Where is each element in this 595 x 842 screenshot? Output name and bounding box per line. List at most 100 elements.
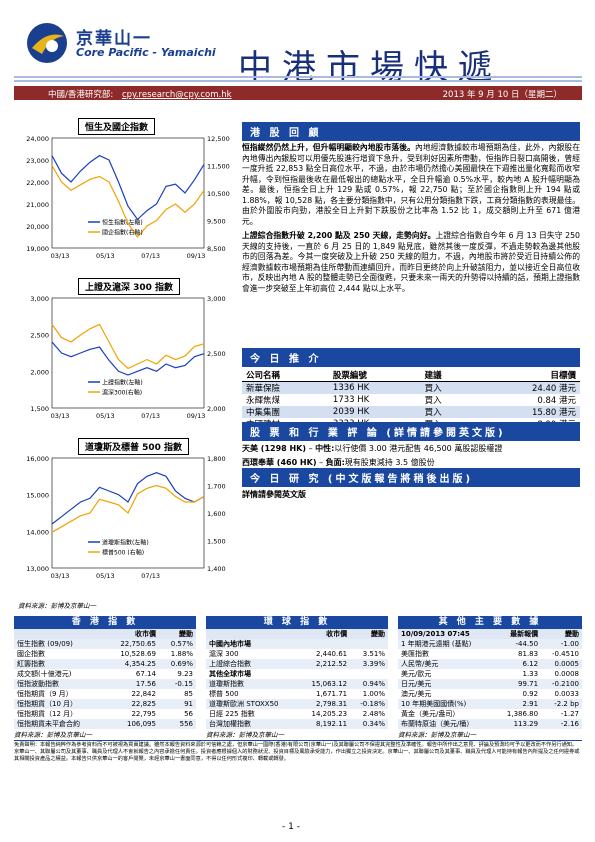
world-index-panel: 環 球 指 數 收市價 變動 中國內地市場 滬深 300 2,440.61 3.51% 上證… bbox=[206, 616, 388, 739]
y-left-tick-label: 2,000 bbox=[30, 368, 49, 376]
table-title: 其 他 主 要 數 據 bbox=[398, 616, 582, 629]
cell-value: -0.18% bbox=[350, 699, 388, 709]
y-right-tick-label: 2,500 bbox=[207, 350, 226, 358]
dji-sp500-chart: 16,000 15,000 14,000 13,000 1,800 1,700 1,600 1… bbox=[26, 455, 226, 580]
cell-value bbox=[350, 669, 388, 679]
rating: 買入 bbox=[420, 381, 473, 394]
table-row: 10 年期美國國債(%) 2.91 -2.2 bp bbox=[398, 699, 582, 709]
rating: 買入 bbox=[420, 394, 473, 406]
row-label: 黃金（美元/盎司） bbox=[401, 710, 460, 718]
y-right-tick-label: 3,000 bbox=[207, 295, 226, 303]
company-name: 新華保險 bbox=[242, 381, 329, 394]
cell-value: 56 bbox=[184, 710, 193, 718]
x-tick-label: 05/13 bbox=[96, 252, 115, 260]
cell-value bbox=[350, 639, 388, 649]
chart-panel-3: 道瓊斯及標普 500 指數 16,000 15,000 14,000 13,000 1,… bbox=[18, 438, 238, 588]
rating-text: 以行使價 3.00 港元配售 46,500 萬股認股權證 bbox=[334, 444, 503, 453]
legend-label: 國企指數(右軸) bbox=[102, 229, 143, 237]
y-right-tick-label: 1,600 bbox=[207, 510, 226, 518]
x-tick-label: 07/13 bbox=[141, 252, 160, 260]
row-label: 成交額(十億港元) bbox=[17, 670, 72, 678]
cell-value: -1.27 bbox=[560, 710, 579, 718]
legend-label: 道瓊斯指數(左軸) bbox=[102, 539, 149, 547]
row-label: 中國內地市場 bbox=[206, 639, 299, 649]
cell-value: 0.57% bbox=[158, 639, 196, 649]
y-left-tick-label: 15,000 bbox=[26, 492, 49, 500]
series-line-1 bbox=[51, 484, 205, 533]
table-row: 新華保險 1336 HK 買入 24.40 港元 bbox=[242, 381, 580, 394]
cell-value: 2,440.61 bbox=[315, 650, 348, 658]
table-row: 國企指數 10,528.69 1.88% bbox=[14, 649, 196, 659]
row-label: 美元/歐元 bbox=[401, 670, 432, 678]
research-email-link[interactable]: cpy.research@cpy.com.hk bbox=[121, 90, 232, 100]
column-header: 變動 bbox=[158, 629, 196, 639]
cell-value: 22,825 bbox=[104, 699, 159, 709]
row-label: 滬深 300 bbox=[209, 650, 239, 658]
logo-english-name: Core Pacific - Yamaichi bbox=[76, 46, 216, 59]
cell-value: 1.33 bbox=[522, 670, 539, 678]
cell-value: 67.14 bbox=[135, 670, 156, 678]
rating-item: 天美 (1298 HK) – 中性:以行使價 3.00 港元配售 46,500 … bbox=[242, 444, 503, 453]
y-right-tick-label: 11,500 bbox=[207, 163, 230, 171]
cell-value bbox=[299, 669, 350, 679]
cell-value: 0.94% bbox=[350, 679, 388, 689]
y-left-tick-label: 3,000 bbox=[30, 295, 49, 303]
row-label: 恒生指數 (09/09) bbox=[14, 639, 105, 649]
table-source-note: 資料來源：彭博及京華山一 bbox=[14, 731, 92, 739]
y-left-tick-label: 22,000 bbox=[26, 179, 49, 187]
row-label: 恒指波動指數 bbox=[14, 679, 105, 689]
sse-csi300-chart: 3,000 2,500 2,000 1,500 3,000 2,500 2,000 03/13… bbox=[30, 295, 226, 420]
recommendation-table: 公司名稱 股票編號 建議 目標價 新華保險 1336 HK 買入 24.40 港… bbox=[242, 369, 580, 430]
recommendation-section: 今 日 推 介 公司名稱 股票編號 建議 目標價 新華保險 1336 HK 買入… bbox=[242, 348, 580, 430]
table-row: 中國內地市場 bbox=[206, 639, 388, 649]
table-row: 1 年期港元遠期 (基點) -44.50 -1.00 bbox=[398, 639, 582, 649]
x-tick-label: 07/13 bbox=[141, 412, 160, 420]
section-header: 今 日 推 介 bbox=[242, 348, 580, 367]
x-tick-label: 05/13 bbox=[96, 412, 115, 420]
legend-label: 滬深300(右軸) bbox=[102, 389, 142, 397]
cell-value: 99.71 bbox=[495, 679, 542, 689]
cell-value: -0.4510 bbox=[551, 650, 579, 658]
cell-value: 22,795 bbox=[131, 710, 156, 718]
review-headline: 恒指縱然仍然上升，但升幅明顯較內地股市落後。 bbox=[242, 143, 415, 152]
cell-value: 1.00% bbox=[362, 690, 385, 698]
cell-value: 106,095 bbox=[104, 719, 159, 729]
table-row: 澳元/美元 0.92 0.0033 bbox=[398, 689, 582, 699]
y-left-tick-label: 13,000 bbox=[26, 565, 49, 573]
y-left-tick-label: 20,000 bbox=[26, 223, 49, 231]
research-note: 詳情請參閱英文版 bbox=[242, 490, 306, 499]
cell-value: 3.39% bbox=[350, 659, 388, 669]
column-header bbox=[206, 629, 299, 639]
review-paragraph-1: 恒指縱然仍然上升，但升幅明顯較內地股市落後。內地經濟數據較市場預期為佳，此外，內… bbox=[242, 143, 580, 227]
chart-title: 道瓊斯及標普 500 指數 bbox=[78, 438, 190, 455]
cell-value: 2,798.31 bbox=[298, 699, 351, 709]
disclaimer-text: 免責聲明：本報告純粹作為參考資料而不可被視為買賣建議。雖然本報告資料來源於可信賴… bbox=[14, 742, 580, 762]
table-row: 標普 500 1,671.71 1.00% bbox=[206, 689, 388, 699]
chart-source-note: 資料來源：彭博及京華山一 bbox=[18, 602, 96, 610]
review-body: 上證綜合指數自今年 6 月 13 日失守 250 天線的支持後，一直於 6 月 … bbox=[242, 231, 581, 293]
x-tick-label: 07/13 bbox=[141, 572, 160, 580]
cell-value: 0.0008 bbox=[554, 670, 580, 678]
cell-value: 0.34% bbox=[350, 719, 388, 729]
header-stripe bbox=[14, 80, 582, 82]
table-header-row: 收市價 變動 bbox=[206, 629, 388, 639]
target-price: 0.84 港元 bbox=[472, 394, 580, 406]
y-right-tick-label: 8,500 bbox=[207, 245, 226, 253]
rating-label: 負面: bbox=[325, 458, 345, 467]
cell-value: 0.69% bbox=[158, 659, 196, 669]
section-header: 今 日 研 究 (中文版報告將稍後出版) bbox=[242, 468, 580, 487]
logo-chinese-name: 京華山一 bbox=[76, 29, 152, 49]
divider bbox=[14, 740, 582, 741]
y-right-tick-label: 1,800 bbox=[207, 455, 226, 463]
table-row: 恒指期貨（9 月） 22,842 85 bbox=[14, 689, 196, 699]
company-name: 中集集團 bbox=[242, 406, 329, 418]
target-price: 24.40 港元 bbox=[472, 381, 580, 394]
x-tick-label: 09/13 bbox=[187, 412, 206, 420]
cell-value: 0.0033 bbox=[554, 690, 580, 698]
cell-value: 2,212.52 bbox=[298, 659, 351, 669]
table-row: 美匯指數 81.83 -0.4510 bbox=[398, 649, 582, 659]
cell-value: 0.92 bbox=[522, 690, 539, 698]
stock-name: 西環奉華 (460 HK) bbox=[242, 458, 317, 467]
company-logo-icon bbox=[27, 23, 67, 63]
row-label: 國企指數 bbox=[17, 650, 45, 658]
